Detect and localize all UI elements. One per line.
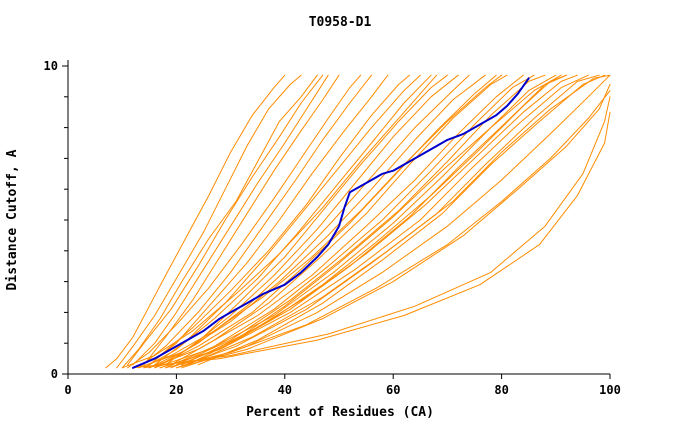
- model-curve: [148, 74, 524, 369]
- model-curve: [132, 74, 410, 369]
- model-curve: [132, 111, 611, 369]
- model-curve: [127, 74, 324, 366]
- x-tick-label: 80: [494, 383, 508, 397]
- model-curve: [105, 74, 286, 369]
- model-curve: [165, 90, 611, 369]
- model-curve: [138, 74, 486, 369]
- model-curve: [143, 74, 340, 366]
- model-curve: [116, 74, 302, 369]
- x-tick-label: 60: [386, 383, 400, 397]
- x-tick-label: 40: [278, 383, 292, 397]
- model-curve: [186, 74, 562, 366]
- model-curve: [138, 74, 503, 369]
- chart-title: T0958-D1: [309, 15, 372, 30]
- x-tick-label: 0: [64, 383, 71, 397]
- model-curve: [121, 74, 318, 369]
- model-curve: [132, 74, 329, 366]
- model-curve: [197, 74, 606, 366]
- y-tick-label: 10: [44, 59, 58, 73]
- model-curve: [154, 74, 497, 369]
- model-curve: [154, 74, 557, 369]
- model-curve: [159, 74, 568, 369]
- model-curve: [154, 74, 421, 366]
- model-curve: [148, 74, 389, 366]
- model-curve: [175, 84, 611, 369]
- x-tick-label: 100: [599, 383, 621, 397]
- x-tick-label: 20: [169, 383, 183, 397]
- x-axis-label: Percent of Residues (CA): [246, 405, 434, 420]
- model-curve: [148, 74, 459, 369]
- model-curve: [175, 74, 546, 366]
- highlight-curve: [132, 77, 530, 369]
- model-curve: [143, 96, 611, 369]
- y-tick-label: 0: [51, 367, 58, 381]
- model-curve: [121, 74, 438, 369]
- model-curve: [186, 74, 611, 366]
- model-curve: [127, 74, 362, 369]
- model-curve: [181, 74, 611, 369]
- y-axis-label: Distance Cutoff, A: [5, 149, 20, 290]
- model-curve: [165, 74, 448, 366]
- model-curve: [138, 74, 372, 369]
- model-curve: [170, 74, 508, 366]
- model-curve: [181, 74, 578, 366]
- model-curve: [159, 74, 589, 369]
- model-curve: [165, 74, 535, 369]
